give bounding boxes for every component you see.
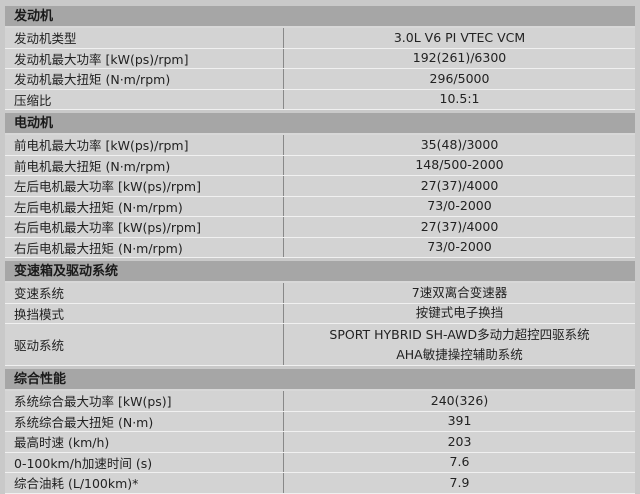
spec-row: 系统综合最大扭矩 (N·m) 391: [5, 411, 635, 432]
spec-value: 10.5:1: [284, 90, 635, 110]
spec-value: 73/0-2000: [284, 197, 635, 217]
spec-value-line: 203: [447, 433, 472, 449]
spec-label: 换挡模式: [5, 303, 284, 323]
spec-value-line: 3.0L V6 PI VTEC VCM: [393, 29, 526, 45]
spec-label: 系统综合最大扭矩 (N·m): [5, 411, 284, 431]
spec-label: 最高时速 (km/h): [5, 432, 284, 452]
spec-row: 0-100km/h加速时间 (s) 7.6: [5, 452, 635, 473]
section-header: 电动机: [5, 113, 635, 135]
spec-value-line: 27(37)/4000: [420, 177, 499, 193]
section-header: 变速箱及驱动系统: [5, 261, 635, 283]
spec-value: 148/500-2000: [284, 156, 635, 176]
spec-row: 综合油耗 (L/100km)* 7.9: [5, 473, 635, 494]
spec-label: 发动机类型: [5, 28, 284, 48]
spec-value: 7速双离合变速器: [284, 283, 635, 303]
spec-label: 前电机最大功率 [kW(ps)/rpm]: [5, 135, 284, 155]
spec-row: 换挡模式 按键式电子换挡: [5, 303, 635, 324]
spec-label: 系统综合最大功率 [kW(ps)]: [5, 391, 284, 411]
spec-value: 27(37)/4000: [284, 176, 635, 196]
spec-value: 296/5000: [284, 69, 635, 89]
spec-value-line: 7.9: [449, 474, 470, 490]
spec-value-line: 10.5:1: [439, 91, 480, 107]
spec-value-line: 73/0-2000: [427, 198, 492, 214]
spec-row: 压缩比 10.5:1: [5, 89, 635, 110]
spec-label: 综合油耗 (L/100km)*: [5, 473, 284, 493]
spec-value: 35(48)/3000: [284, 135, 635, 155]
spec-row: 驱动系统 SPORT HYBRID SH-AWD多动力超控四驱系统 AHA敏捷操控辅…: [5, 324, 635, 366]
spec-value-line: 296/5000: [429, 70, 490, 86]
spec-value: 7.6: [284, 453, 635, 473]
spec-label: 右后电机最大扭矩 (N·m/rpm): [5, 237, 284, 257]
spec-value: 27(37)/4000: [284, 217, 635, 237]
spec-label: 变速系统: [5, 283, 284, 303]
spec-value-line: 192(261)/6300: [412, 50, 507, 66]
spec-row: 发动机类型 3.0L V6 PI VTEC VCM: [5, 28, 635, 49]
spec-label: 发动机最大扭矩 (N·m/rpm): [5, 69, 284, 89]
spec-row: 前电机最大功率 [kW(ps)/rpm] 35(48)/3000: [5, 135, 635, 156]
spec-label: 压缩比: [5, 89, 284, 109]
spec-label: 左后电机最大扭矩 (N·m/rpm): [5, 196, 284, 216]
section-header: 综合性能: [5, 369, 635, 391]
spec-row: 左后电机最大功率 [kW(ps)/rpm] 27(37)/4000: [5, 176, 635, 197]
spec-value-line: 按键式电子换挡: [415, 305, 504, 321]
spec-value-line: AHA敏捷操控辅助系统: [396, 346, 523, 362]
spec-value-line: 73/0-2000: [427, 239, 492, 255]
spec-row: 发动机最大功率 [kW(ps)/rpm] 192(261)/6300: [5, 48, 635, 69]
spec-label: 左后电机最大功率 [kW(ps)/rpm]: [5, 176, 284, 196]
spec-label: 右后电机最大功率 [kW(ps)/rpm]: [5, 217, 284, 237]
spec-value: 391: [284, 412, 635, 432]
spec-row: 最高时速 (km/h) 203: [5, 432, 635, 453]
spec-value: 203: [284, 432, 635, 452]
spec-value-line: 7速双离合变速器: [411, 284, 508, 300]
spec-row: 发动机最大扭矩 (N·m/rpm) 296/5000: [5, 69, 635, 90]
spec-label: 前电机最大扭矩 (N·m/rpm): [5, 155, 284, 175]
spec-row: 系统综合最大功率 [kW(ps)] 240(326): [5, 391, 635, 412]
spec-value: 按键式电子换挡: [284, 304, 635, 324]
spec-table: 发动机 发动机类型 3.0L V6 PI VTEC VCM 发动机最大功率 [kW(p…: [5, 6, 635, 494]
spec-value-line: 35(48)/3000: [420, 136, 499, 152]
spec-label: 驱动系统: [5, 324, 284, 365]
spec-label: 发动机最大功率 [kW(ps)/rpm]: [5, 48, 284, 68]
spec-row: 变速系统 7速双离合变速器: [5, 283, 635, 304]
spec-value-line: 240(326): [430, 392, 489, 408]
section-header: 发动机: [5, 6, 635, 28]
spec-value-line: 27(37)/4000: [420, 218, 499, 234]
spec-value-line: 391: [447, 413, 472, 429]
spec-value-line: SPORT HYBRID SH-AWD多动力超控四驱系统: [329, 326, 590, 342]
spec-row: 前电机最大扭矩 (N·m/rpm) 148/500-2000: [5, 155, 635, 176]
spec-value: 240(326): [284, 391, 635, 411]
spec-value: 73/0-2000: [284, 238, 635, 258]
spec-row: 右后电机最大功率 [kW(ps)/rpm] 27(37)/4000: [5, 217, 635, 238]
spec-value: 7.9: [284, 473, 635, 493]
spec-value-line: 7.6: [449, 454, 470, 470]
spec-row: 左后电机最大扭矩 (N·m/rpm) 73/0-2000: [5, 196, 635, 217]
spec-value-line: 148/500-2000: [415, 157, 504, 173]
spec-label: 0-100km/h加速时间 (s): [5, 452, 284, 472]
spec-value: SPORT HYBRID SH-AWD多动力超控四驱系统 AHA敏捷操控辅助系统: [284, 324, 635, 365]
spec-value: 192(261)/6300: [284, 49, 635, 69]
spec-value: 3.0L V6 PI VTEC VCM: [284, 28, 635, 48]
spec-row: 右后电机最大扭矩 (N·m/rpm) 73/0-2000: [5, 237, 635, 258]
